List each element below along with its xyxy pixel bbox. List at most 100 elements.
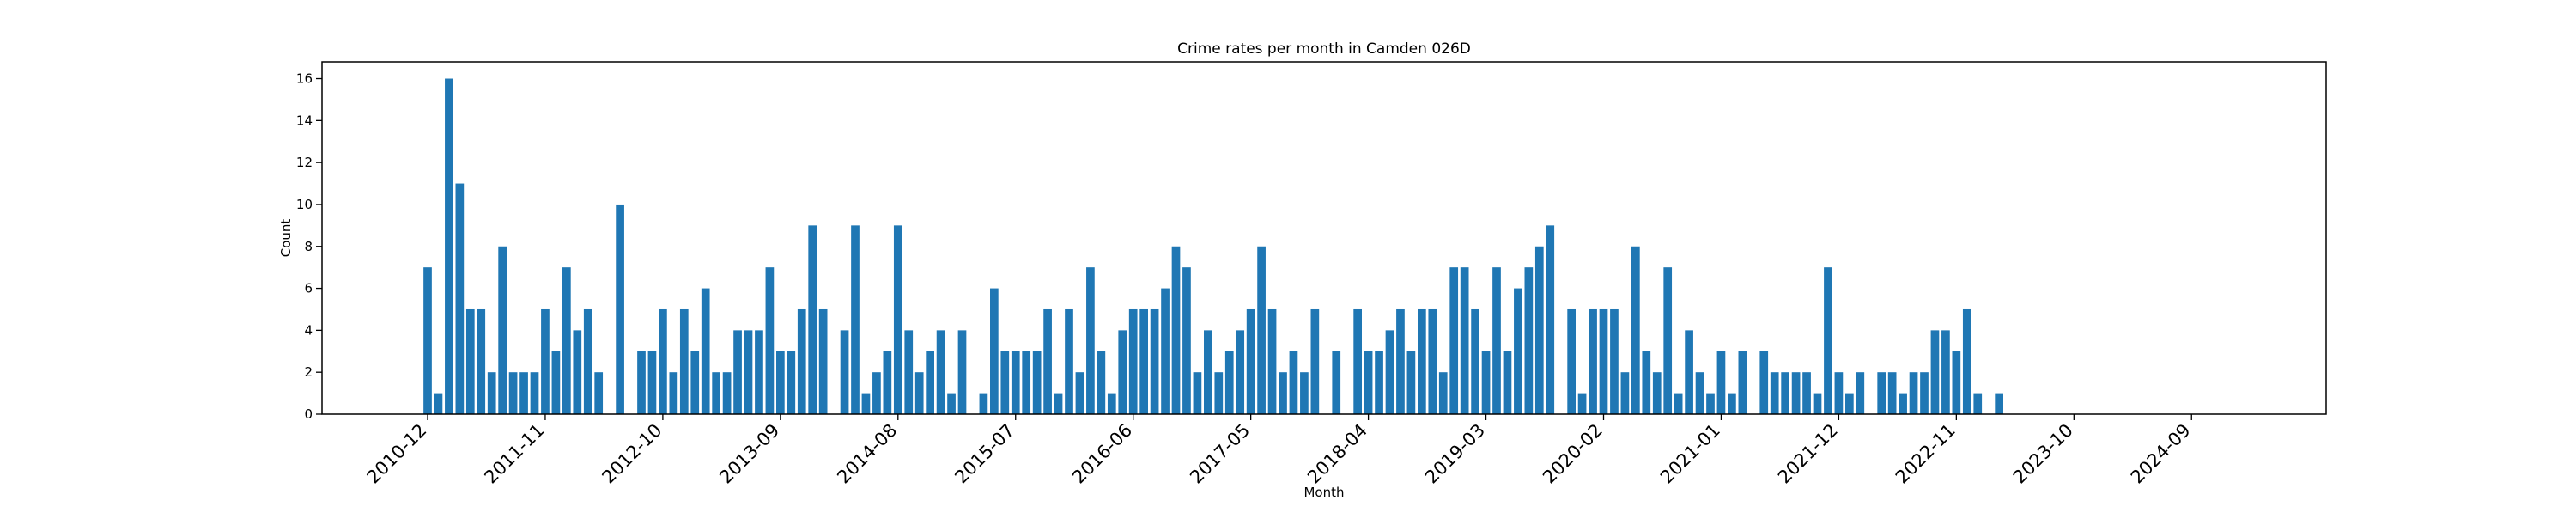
bar bbox=[1813, 393, 1822, 414]
bar bbox=[1492, 267, 1501, 414]
bar bbox=[1128, 308, 1138, 414]
bar bbox=[1973, 393, 1983, 414]
bar bbox=[883, 351, 892, 414]
bar bbox=[1353, 308, 1362, 414]
y-tick-label: 8 bbox=[304, 239, 313, 254]
bar bbox=[1438, 372, 1448, 414]
bar bbox=[1246, 308, 1255, 414]
bar bbox=[1428, 308, 1437, 414]
x-tick-label: 2016-06 bbox=[1068, 420, 1136, 488]
bar bbox=[893, 225, 902, 414]
bar bbox=[1577, 393, 1587, 414]
bar bbox=[1952, 351, 1961, 414]
bar bbox=[840, 330, 849, 414]
bar bbox=[1877, 372, 1886, 414]
bar bbox=[1150, 308, 1159, 414]
bar bbox=[1514, 288, 1522, 414]
bar bbox=[1289, 351, 1298, 414]
bar bbox=[1385, 330, 1394, 414]
bar bbox=[1267, 308, 1277, 414]
y-tick-label: 6 bbox=[304, 281, 313, 296]
bar bbox=[1652, 372, 1662, 414]
bar bbox=[1396, 308, 1405, 414]
bar bbox=[1642, 351, 1651, 414]
bar bbox=[1065, 308, 1073, 414]
plot-frame bbox=[321, 61, 2327, 415]
bar bbox=[1802, 372, 1811, 414]
x-tick-label: 2013-09 bbox=[715, 420, 783, 488]
bar bbox=[562, 267, 571, 414]
y-tick-label: 4 bbox=[304, 322, 313, 338]
bar bbox=[594, 372, 604, 414]
bar bbox=[659, 308, 667, 414]
bar bbox=[701, 288, 710, 414]
bar bbox=[1770, 372, 1779, 414]
x-tick-label: 2012-10 bbox=[598, 420, 665, 488]
bar bbox=[487, 372, 496, 414]
x-tick-label: 2022-11 bbox=[1892, 420, 1959, 488]
bar bbox=[990, 288, 999, 414]
bar bbox=[1845, 393, 1854, 414]
bar bbox=[1257, 246, 1266, 414]
bar bbox=[690, 351, 700, 414]
bar bbox=[765, 267, 775, 414]
y-tick-label: 12 bbox=[296, 155, 313, 170]
bar bbox=[1546, 225, 1555, 414]
bar bbox=[1279, 372, 1287, 414]
bar bbox=[1449, 267, 1459, 414]
bar bbox=[914, 372, 924, 414]
bar bbox=[1887, 372, 1897, 414]
bar bbox=[637, 351, 646, 414]
bar bbox=[1567, 308, 1576, 414]
x-tick-label: 2024-09 bbox=[2127, 420, 2195, 488]
x-tick-label: 2017-05 bbox=[1186, 420, 1254, 488]
bar bbox=[1663, 267, 1673, 414]
bar bbox=[1406, 351, 1416, 414]
bar bbox=[947, 393, 956, 414]
bar-series bbox=[423, 78, 2003, 415]
bar bbox=[733, 330, 742, 414]
bar bbox=[797, 308, 806, 414]
bar bbox=[1962, 308, 1971, 414]
bar bbox=[1075, 372, 1084, 414]
bar bbox=[423, 267, 432, 414]
bar bbox=[808, 225, 817, 414]
bar bbox=[776, 351, 785, 414]
bar bbox=[1534, 246, 1544, 414]
bar bbox=[1599, 308, 1608, 414]
bar bbox=[1224, 351, 1234, 414]
bar bbox=[669, 372, 678, 414]
bar bbox=[1781, 372, 1789, 414]
bar bbox=[616, 204, 624, 414]
bar bbox=[1620, 372, 1630, 414]
bar bbox=[1000, 351, 1010, 414]
bar bbox=[851, 225, 860, 414]
bar bbox=[498, 246, 507, 414]
bar bbox=[1022, 351, 1031, 414]
bar bbox=[583, 308, 592, 414]
bar bbox=[434, 393, 443, 414]
bar bbox=[957, 330, 967, 414]
bar bbox=[1375, 351, 1383, 414]
bar bbox=[712, 372, 720, 414]
bar bbox=[1310, 308, 1320, 414]
bar bbox=[1097, 351, 1106, 414]
bar bbox=[647, 351, 657, 414]
bar bbox=[1706, 393, 1715, 414]
bar bbox=[787, 351, 796, 414]
bar bbox=[1631, 246, 1640, 414]
bar bbox=[722, 372, 732, 414]
y-tick-label: 14 bbox=[296, 113, 313, 128]
x-tick-label: 2010-12 bbox=[363, 420, 431, 488]
bar bbox=[861, 393, 871, 414]
bar bbox=[573, 330, 582, 414]
bar bbox=[1418, 308, 1426, 414]
bar bbox=[1759, 351, 1769, 414]
bar bbox=[455, 183, 465, 415]
bar bbox=[1460, 267, 1469, 414]
bar bbox=[926, 351, 934, 414]
bar bbox=[904, 330, 914, 414]
x-tick-label: 2019-03 bbox=[1421, 420, 1489, 488]
bar bbox=[1610, 308, 1619, 414]
